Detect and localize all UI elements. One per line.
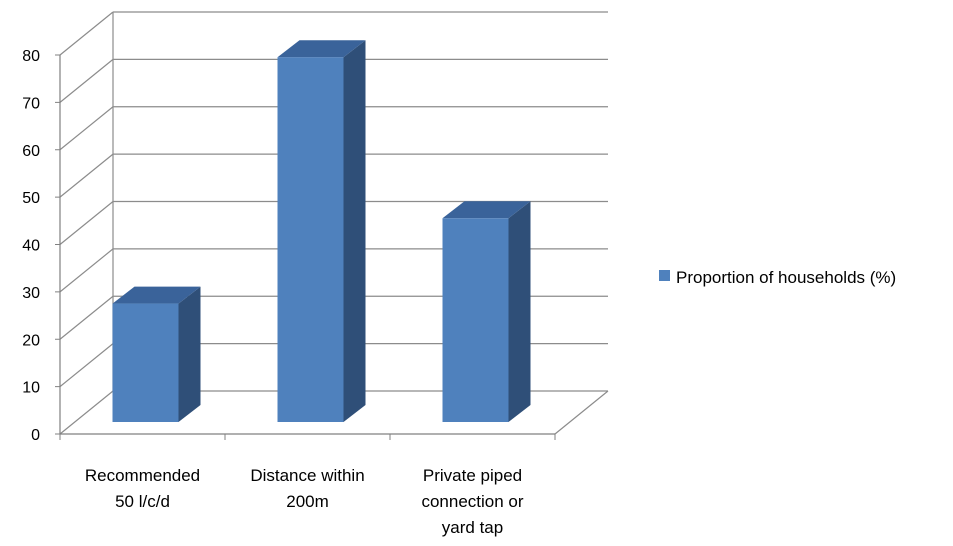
ytick-label-70: 70 bbox=[22, 95, 40, 112]
category-label-0: Recommended 50 l/c/d bbox=[85, 466, 200, 511]
gridline-diag-60 bbox=[59, 106, 114, 151]
bar-1 bbox=[277, 40, 366, 423]
category-label-1-line-0: Distance within bbox=[250, 466, 364, 485]
bar-front-1 bbox=[277, 57, 344, 423]
gridline-diag-0 bbox=[59, 390, 114, 435]
gridline-diag-30 bbox=[59, 248, 114, 293]
category-label-1: Distance within 200m bbox=[250, 466, 364, 511]
legend-swatch bbox=[659, 270, 670, 281]
gridline-diag-10 bbox=[59, 343, 114, 388]
ytick-label-10: 10 bbox=[22, 380, 40, 397]
ytick-label-50: 50 bbox=[22, 190, 40, 207]
bar-top-1 bbox=[277, 40, 366, 58]
category-label-1-line-1: 200m bbox=[286, 492, 329, 511]
bar-side-1 bbox=[343, 40, 366, 423]
bar-top-0 bbox=[112, 286, 201, 304]
gridline-diag-20 bbox=[59, 295, 114, 340]
bar-top-2 bbox=[442, 201, 531, 219]
labels: 0 10 20 30 40 50 60 70 80 Recommended 50 l/c/d Dist… bbox=[22, 48, 524, 537]
gridline-diag-80 bbox=[59, 11, 114, 56]
category-label-0-line-0: Recommended bbox=[85, 466, 200, 485]
bar-side-0 bbox=[178, 286, 201, 422]
floor-right-edge bbox=[554, 390, 609, 435]
ytick-label-20: 20 bbox=[22, 332, 40, 349]
category-label-2-line-2: yard tap bbox=[442, 518, 503, 537]
ytick-label-80: 80 bbox=[22, 48, 40, 65]
legend-label: Proportion of households (%) bbox=[676, 268, 896, 287]
bar-front-2 bbox=[442, 218, 509, 422]
category-label-0-line-1: 50 l/c/d bbox=[115, 492, 170, 511]
category-label-2-line-1: connection or bbox=[421, 492, 523, 511]
category-label-2-line-0: Private piped bbox=[423, 466, 522, 485]
bar-0 bbox=[112, 286, 201, 422]
axes bbox=[55, 54, 556, 440]
gridline-diag-40 bbox=[59, 201, 114, 245]
bar-2 bbox=[442, 201, 531, 422]
bars bbox=[112, 40, 531, 423]
ytick-label-0: 0 bbox=[31, 427, 40, 444]
ytick-label-30: 30 bbox=[22, 285, 40, 302]
gridline-diag-50 bbox=[59, 153, 114, 198]
legend: Proportion of households (%) bbox=[659, 268, 896, 287]
ytick-label-40: 40 bbox=[22, 238, 40, 255]
category-label-2: Private piped connection or yard tap bbox=[421, 466, 523, 537]
bar-side-2 bbox=[508, 201, 531, 422]
bar-front-0 bbox=[112, 303, 179, 422]
ytick-label-60: 60 bbox=[22, 143, 40, 160]
gridline-diag-70 bbox=[59, 58, 114, 103]
